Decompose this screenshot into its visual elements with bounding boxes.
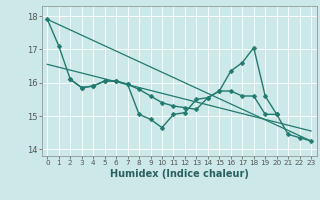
X-axis label: Humidex (Indice chaleur): Humidex (Indice chaleur)	[110, 169, 249, 179]
